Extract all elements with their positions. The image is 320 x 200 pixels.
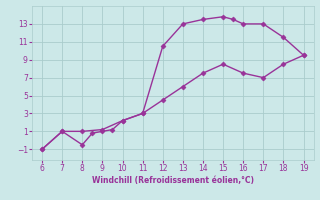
X-axis label: Windchill (Refroidissement éolien,°C): Windchill (Refroidissement éolien,°C) [92, 176, 254, 185]
